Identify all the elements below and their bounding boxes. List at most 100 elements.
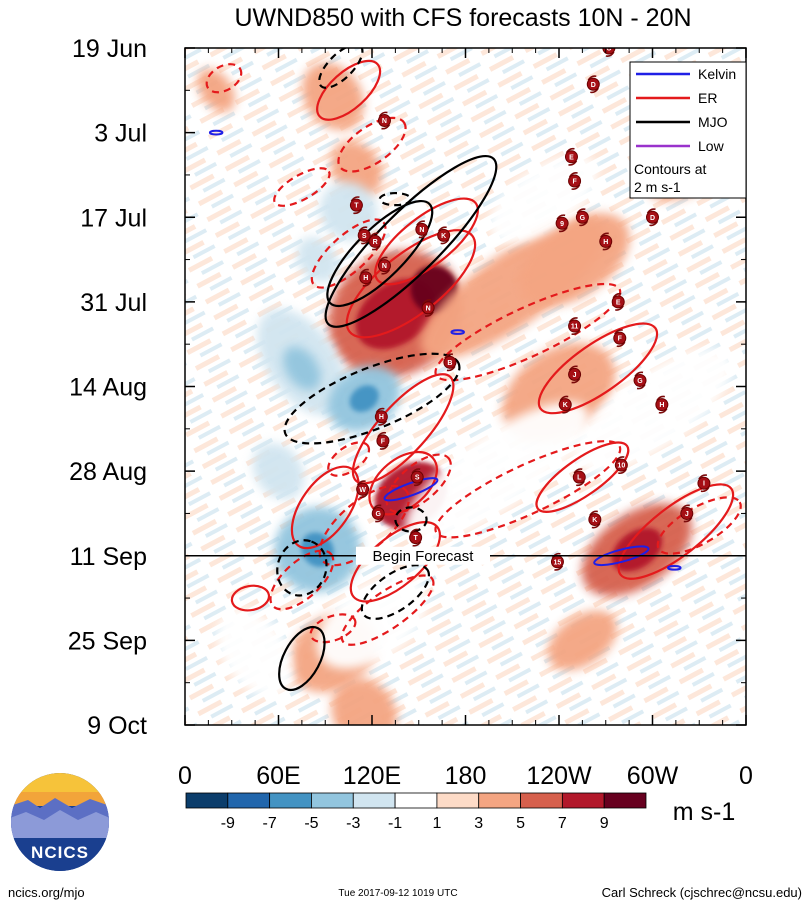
kelvin-contour-35 <box>450 329 465 335</box>
storm-id: H <box>603 239 608 246</box>
storm-marker-20: B <box>443 353 457 372</box>
storm-dot <box>368 234 382 248</box>
storm-dot <box>421 301 435 315</box>
storm-dot <box>371 506 385 520</box>
mjo-contour-24 <box>324 154 498 328</box>
storm-marker-25: H <box>374 407 388 426</box>
x-tick-label: 0 <box>739 762 753 790</box>
legend-note-line1: Contours at <box>634 161 706 177</box>
storm-marker-23: K <box>558 395 572 414</box>
er-contour-3 <box>273 167 331 207</box>
storm-swirl <box>422 298 434 317</box>
anomaly-band-15 <box>547 610 618 671</box>
storm-marker-18: 11 <box>568 317 582 336</box>
storm-dot <box>633 373 647 387</box>
er-contour-12 <box>434 440 622 539</box>
anomaly-band-1 <box>197 68 236 113</box>
storm-swirl <box>375 407 388 426</box>
legend-label-kelvin: Kelvin <box>698 66 736 82</box>
storm-swirl <box>409 528 422 547</box>
footer-timestamp: Tue 2017-09-12 1019 UTC <box>338 888 457 899</box>
colorbar-swatch-7 <box>478 792 521 809</box>
anomaly-band-14 <box>331 678 398 725</box>
storm-dot <box>588 512 602 526</box>
chart-title: UWND850 with CFS forecasts 10N - 20N <box>234 4 691 32</box>
storm-dot <box>568 319 582 333</box>
er-contour-20 <box>340 574 435 646</box>
storm-marker-29: L <box>572 468 586 487</box>
storm-swirl <box>372 504 384 523</box>
storm-marker-8: 9 <box>555 214 569 233</box>
storm-dot <box>680 506 694 520</box>
storm-marker-2: N <box>377 111 391 130</box>
storm-marker-14: N <box>377 256 391 275</box>
storm-marker-6: G <box>575 208 589 227</box>
y-tick-label: 25 Sep <box>68 627 147 655</box>
storm-marker-28: S <box>410 468 424 487</box>
storm-swirl <box>378 111 391 130</box>
storm-marker-22: G <box>633 371 647 390</box>
er-contour-19 <box>269 549 335 611</box>
storm-swirl <box>573 468 585 487</box>
storm-id: 10 <box>617 463 625 470</box>
storm-dot <box>568 367 582 381</box>
storm-swirl <box>568 365 581 384</box>
anomaly-band-18 <box>283 346 321 391</box>
storm-dot <box>349 198 363 212</box>
er-contour-2 <box>337 116 407 173</box>
storm-marker-10: R <box>368 232 382 251</box>
er-contour-13 <box>535 441 630 513</box>
storm-id: G <box>580 215 586 222</box>
colorbar-label: 5 <box>516 815 525 832</box>
mjo-contour-28 <box>394 506 428 533</box>
footer-author: Carl Schreck (cjschrec@ncsu.edu) <box>602 885 802 900</box>
storm-marker-30: I <box>697 474 711 493</box>
storm-swirl <box>600 232 612 251</box>
kelvin-contour-34 <box>593 545 650 567</box>
colorbar-label: -5 <box>304 815 318 832</box>
x-tick-label: 0 <box>178 762 192 790</box>
storm-marker-1: D <box>586 75 600 94</box>
er-contour-0 <box>316 59 382 121</box>
er-contour-22 <box>309 613 357 644</box>
legend-label-low: Low <box>698 138 725 154</box>
y-tick-label: 28 Aug <box>69 458 147 486</box>
er-contour-7 <box>434 282 622 382</box>
storm-marker-34: J <box>680 504 694 523</box>
er-contour-21 <box>230 584 271 612</box>
storm-swirl <box>656 395 668 414</box>
storm-dot <box>586 77 600 91</box>
mjo-contour-30 <box>360 564 431 620</box>
colorbar-swatch-3 <box>311 792 354 809</box>
storm-id: C <box>606 46 611 53</box>
anomaly-band-26 <box>404 401 589 541</box>
colorbar-swatch-2 <box>269 792 312 809</box>
storm-marker-7: D <box>646 208 659 227</box>
storm-id: J <box>573 372 577 379</box>
storm-marker-21: J <box>568 365 582 384</box>
y-tick-label: 31 Jul <box>80 289 147 317</box>
storm-dot <box>697 476 711 490</box>
storm-swirl <box>369 232 381 251</box>
er-contour-1 <box>205 63 243 94</box>
storm-marker-27: 10 <box>614 456 628 475</box>
storm-id: S <box>362 233 367 240</box>
storm-marker-11: N <box>415 220 429 239</box>
anomaly-band-20 <box>349 385 379 412</box>
storm-id: N <box>426 305 431 312</box>
storm-marker-15: H <box>359 268 373 287</box>
storm-id: K <box>563 402 568 409</box>
storm-dot <box>599 234 613 248</box>
storm-marker-12: K <box>437 226 451 245</box>
logo-text: NCICS <box>31 843 89 862</box>
storm-swirl <box>411 468 423 487</box>
er-contour-23 <box>327 441 371 477</box>
er-contour-4 <box>374 197 479 286</box>
storm-swirl <box>698 474 710 493</box>
kelvin-contour-37 <box>208 129 224 136</box>
storm-dot <box>356 482 370 496</box>
storm-id: H <box>379 414 384 421</box>
storm-id: E <box>569 154 574 161</box>
storm-dot <box>568 174 582 188</box>
storm-swirl <box>565 147 578 166</box>
